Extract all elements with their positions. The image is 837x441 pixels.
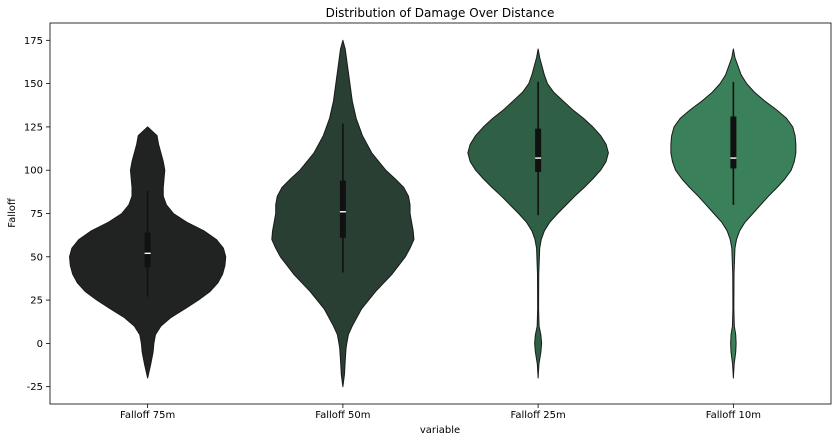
violin-iqr-box	[339, 180, 346, 238]
x-tick-label: Falloff 50m	[315, 410, 370, 421]
y-tick-label: 50	[30, 252, 43, 263]
y-tick-label: 150	[24, 79, 43, 90]
y-tick-label: 75	[30, 209, 43, 220]
y-tick-label: 175	[24, 36, 43, 47]
x-axis-label: variable	[420, 425, 460, 436]
violin-body	[670, 48, 797, 379]
y-axis-label: Falloff	[7, 197, 18, 228]
y-tick-label: 0	[37, 339, 43, 350]
y-tick-label: 25	[30, 296, 43, 307]
violin-iqr-box	[535, 128, 542, 172]
chart-title: Distribution of Damage Over Distance	[326, 6, 555, 20]
y-tick-label: -25	[27, 382, 43, 393]
x-tick-label: Falloff 75m	[120, 410, 175, 421]
y-tick-label: 125	[24, 122, 43, 133]
y-tick-label: 100	[24, 166, 43, 177]
x-tick-label: Falloff 25m	[511, 410, 566, 421]
violin-iqr-box	[144, 232, 151, 268]
violin-iqr-box	[730, 116, 737, 169]
x-tick-label: Falloff 10m	[706, 410, 761, 421]
